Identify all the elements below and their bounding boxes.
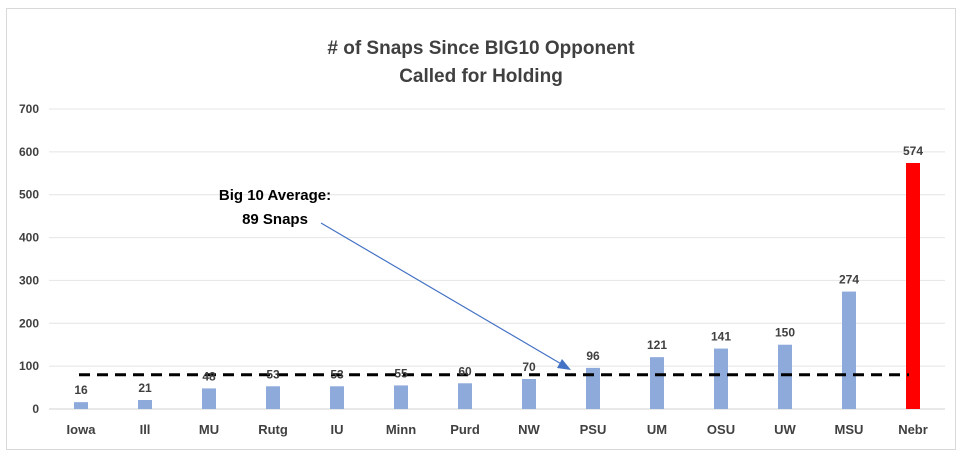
- data-label-rutg: 53: [266, 367, 280, 381]
- annotation-text-line: Big 10 Average:: [219, 187, 331, 204]
- bar-um: [650, 357, 664, 409]
- annotation-arrowhead: [557, 359, 571, 370]
- chart-title-line: # of Snaps Since BIG10 Opponent: [327, 38, 635, 59]
- bar-minn: [394, 385, 408, 409]
- data-label-nebr: 574: [903, 144, 923, 158]
- data-label-psu: 96: [586, 349, 600, 363]
- bar-chart: 0 100 200 300 400 500 600 700 16 21 48 53 53 55 60 70 9…: [19, 38, 945, 437]
- y-tick-label: 600: [19, 145, 39, 159]
- bar-nw: [522, 379, 536, 409]
- x-tick-label: UM: [647, 422, 667, 437]
- y-tick-label: 300: [19, 273, 39, 287]
- bar-ill: [138, 400, 152, 409]
- bar-purd: [458, 383, 472, 409]
- data-label-osu: 141: [711, 330, 731, 344]
- bar-osu: [714, 348, 728, 409]
- x-tick-label: Iowa: [67, 422, 97, 437]
- y-tick-label: 500: [19, 188, 39, 202]
- bar-msu: [842, 291, 856, 409]
- x-tick-label: PSU: [580, 422, 607, 437]
- data-label-um: 121: [647, 338, 667, 352]
- x-tick-label: Ill: [140, 422, 151, 437]
- x-tick-label: Purd: [450, 422, 480, 437]
- bar-iowa: [74, 402, 88, 409]
- y-tick-label: 100: [19, 359, 39, 373]
- x-tick-label: MU: [199, 422, 219, 437]
- annotation-text-line: 89 Snaps: [242, 211, 308, 228]
- average-annotation: Big 10 Average: 89 Snaps: [219, 187, 571, 370]
- x-tick-label: IU: [331, 422, 344, 437]
- annotation-arrow: [320, 222, 564, 366]
- y-tick-label: 200: [19, 316, 39, 330]
- gridlines: [49, 108, 945, 410]
- y-axis-ticks: 0 100 200 300 400 500 600 700: [19, 102, 39, 416]
- x-tick-label: OSU: [707, 422, 735, 437]
- data-label-purd: 60: [458, 364, 472, 378]
- bar-iu: [330, 386, 344, 409]
- y-tick-label: 700: [19, 102, 39, 116]
- y-tick-label: 0: [32, 402, 39, 416]
- x-tick-label: MSU: [835, 422, 864, 437]
- bar-uw: [778, 344, 792, 409]
- data-label-iu: 53: [330, 367, 344, 381]
- bar-rutg: [266, 386, 280, 409]
- x-tick-label: UW: [774, 422, 796, 437]
- bar-nebr: [906, 163, 920, 409]
- data-label-minn: 55: [394, 366, 408, 380]
- data-label-uw: 150: [775, 326, 795, 340]
- data-label-ill: 21: [138, 381, 152, 395]
- x-tick-label: Minn: [386, 422, 416, 437]
- chart-title-line: Called for Holding: [399, 66, 563, 87]
- data-labels: 16 21 48 53 53 55 60 70 96 121 141 150 274 574: [74, 144, 923, 397]
- data-label-nw: 70: [522, 360, 536, 374]
- x-tick-label: Rutg: [258, 422, 288, 437]
- bar-psu: [586, 367, 600, 409]
- bars: [74, 163, 920, 409]
- data-label-iowa: 16: [74, 383, 88, 397]
- y-tick-label: 400: [19, 231, 39, 245]
- chart-frame: 0 100 200 300 400 500 600 700 16 21 48 53 53 55 60 70 9…: [6, 8, 956, 450]
- x-tick-label: Nebr: [898, 422, 928, 437]
- data-label-mu: 48: [202, 369, 216, 383]
- bar-mu: [202, 388, 216, 409]
- x-tick-label: NW: [518, 422, 540, 437]
- x-axis-labels: Iowa Ill MU Rutg IU Minn Purd NW PSU UM OSU UW MSU Ne…: [67, 422, 928, 437]
- data-label-msu: 274: [839, 273, 859, 287]
- chart-title: # of Snaps Since BIG10 Opponent Called fo…: [327, 38, 635, 87]
